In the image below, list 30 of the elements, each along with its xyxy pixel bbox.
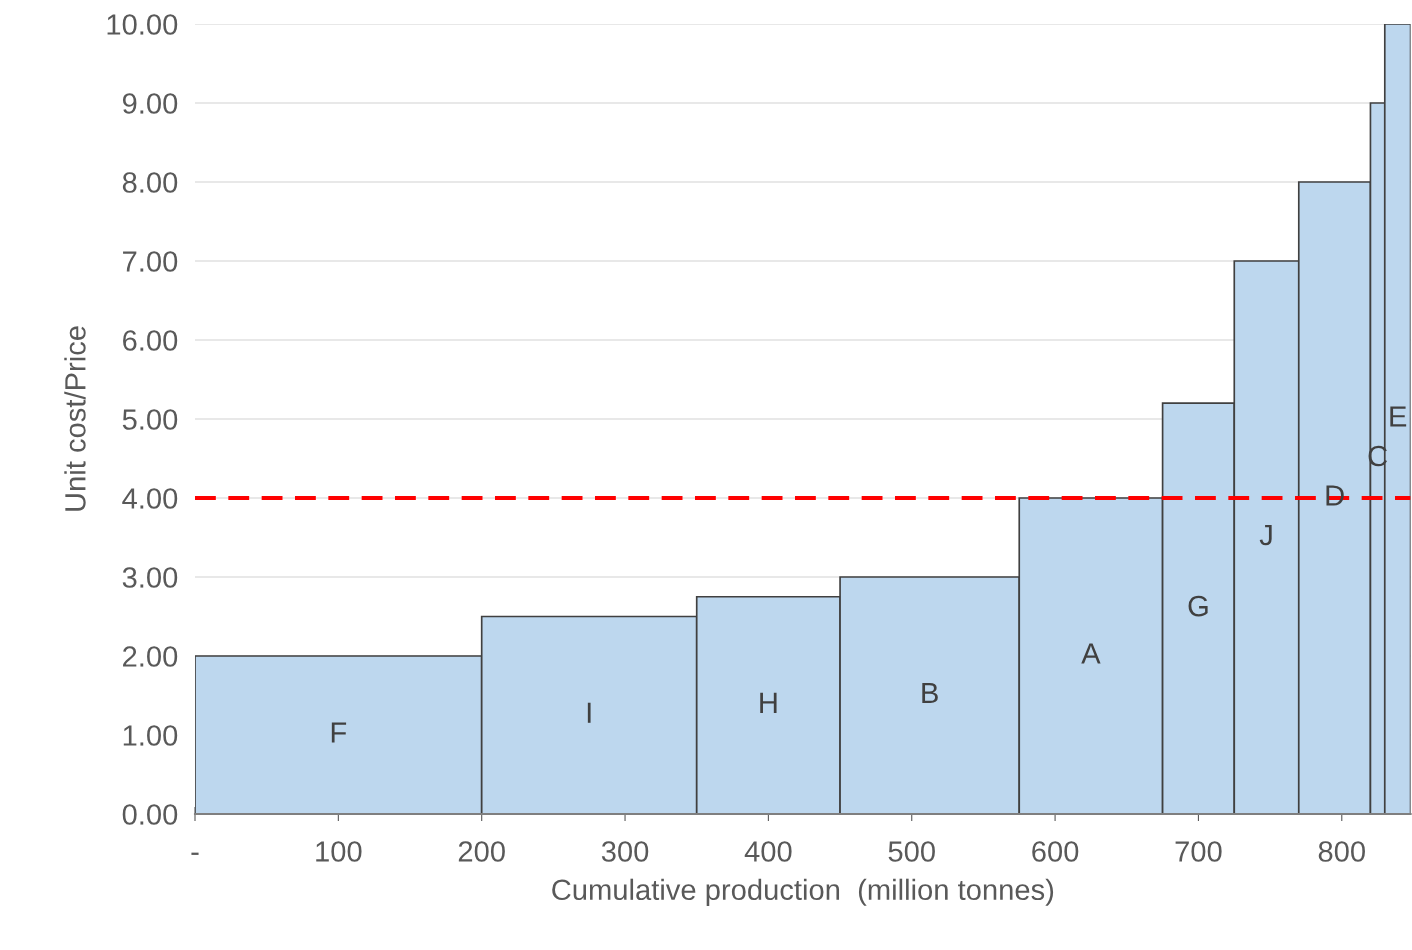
y-tick-label: 10.00	[107, 14, 178, 35]
x-tick-label: 100	[316, 841, 362, 862]
annotation: G	[1188, 595, 1208, 617]
x-tick-label: 200	[458, 841, 505, 862]
x-tick-label: 400	[744, 841, 792, 862]
y-tick-label: 2.00	[123, 646, 178, 667]
y-tick-label: 1.00	[123, 725, 178, 746]
y-axis-title: Unit cost/Price	[64, 326, 86, 511]
annotation: F	[331, 722, 347, 743]
y-tick-label: 7.00	[123, 251, 178, 272]
x-tick-label: -	[191, 852, 199, 855]
annotation: J	[1259, 524, 1272, 546]
x-tick-label: 800	[1318, 841, 1365, 862]
annotation: A	[1081, 643, 1101, 664]
y-tick-label: 3.00	[122, 567, 178, 588]
y-tick-label: 0.00	[122, 804, 178, 825]
annotation: I	[587, 702, 591, 723]
y-tick-label: 6.00	[123, 330, 178, 351]
x-axis-title: Cumulative production (million tonnes)	[552, 878, 1054, 906]
x-tick-label: 300	[601, 841, 649, 862]
annotation: E	[1390, 406, 1407, 427]
x-tick-label: 700	[1175, 841, 1222, 862]
y-tick-label: 5.00	[122, 409, 178, 430]
y-tick-label: 4.00	[122, 488, 178, 509]
annotation: H	[760, 692, 777, 713]
x-tick-label: 500	[888, 841, 935, 862]
annotation: B	[922, 682, 938, 704]
y-tick-label: 9.00	[122, 93, 178, 114]
x-tick-label: 600	[1032, 841, 1079, 862]
y-tick-label: 8.00	[122, 172, 178, 193]
